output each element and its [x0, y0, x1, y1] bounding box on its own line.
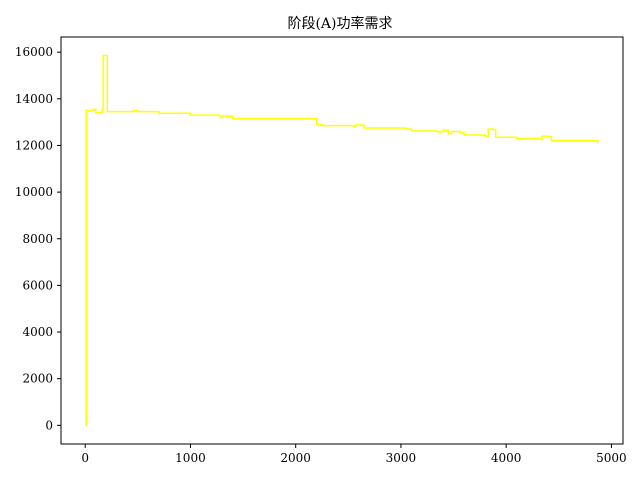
- x-tick-label: 2000: [280, 451, 311, 465]
- y-tick-label: 0: [45, 418, 53, 432]
- x-tick-label: 5000: [596, 451, 627, 465]
- x-tick-label: 1000: [175, 451, 206, 465]
- y-tick-label: 6000: [22, 278, 53, 292]
- y-tick-label: 8000: [22, 232, 53, 246]
- y-tick-label: 12000: [15, 138, 53, 152]
- y-tick-label: 16000: [15, 45, 53, 59]
- plot-frame: [60, 36, 624, 445]
- series-line-0: [85, 54, 599, 427]
- x-tick-label: 0: [81, 451, 89, 465]
- y-tick-label: 4000: [22, 325, 53, 339]
- y-tick-label: 14000: [15, 92, 53, 106]
- x-tick-label: 3000: [386, 451, 417, 465]
- y-tick-label: 2000: [22, 372, 53, 386]
- x-axis: 0 1000 2000 3000 4000 5000: [81, 444, 627, 465]
- y-tick-label: 10000: [15, 185, 53, 199]
- plot-area: [85, 54, 599, 427]
- y-axis: 0 2000 4000 6000 8000 10000 12000 14000 16000: [15, 45, 61, 432]
- x-tick-label: 4000: [491, 451, 522, 465]
- chart-title: 阶段(A)功率需求: [287, 15, 392, 32]
